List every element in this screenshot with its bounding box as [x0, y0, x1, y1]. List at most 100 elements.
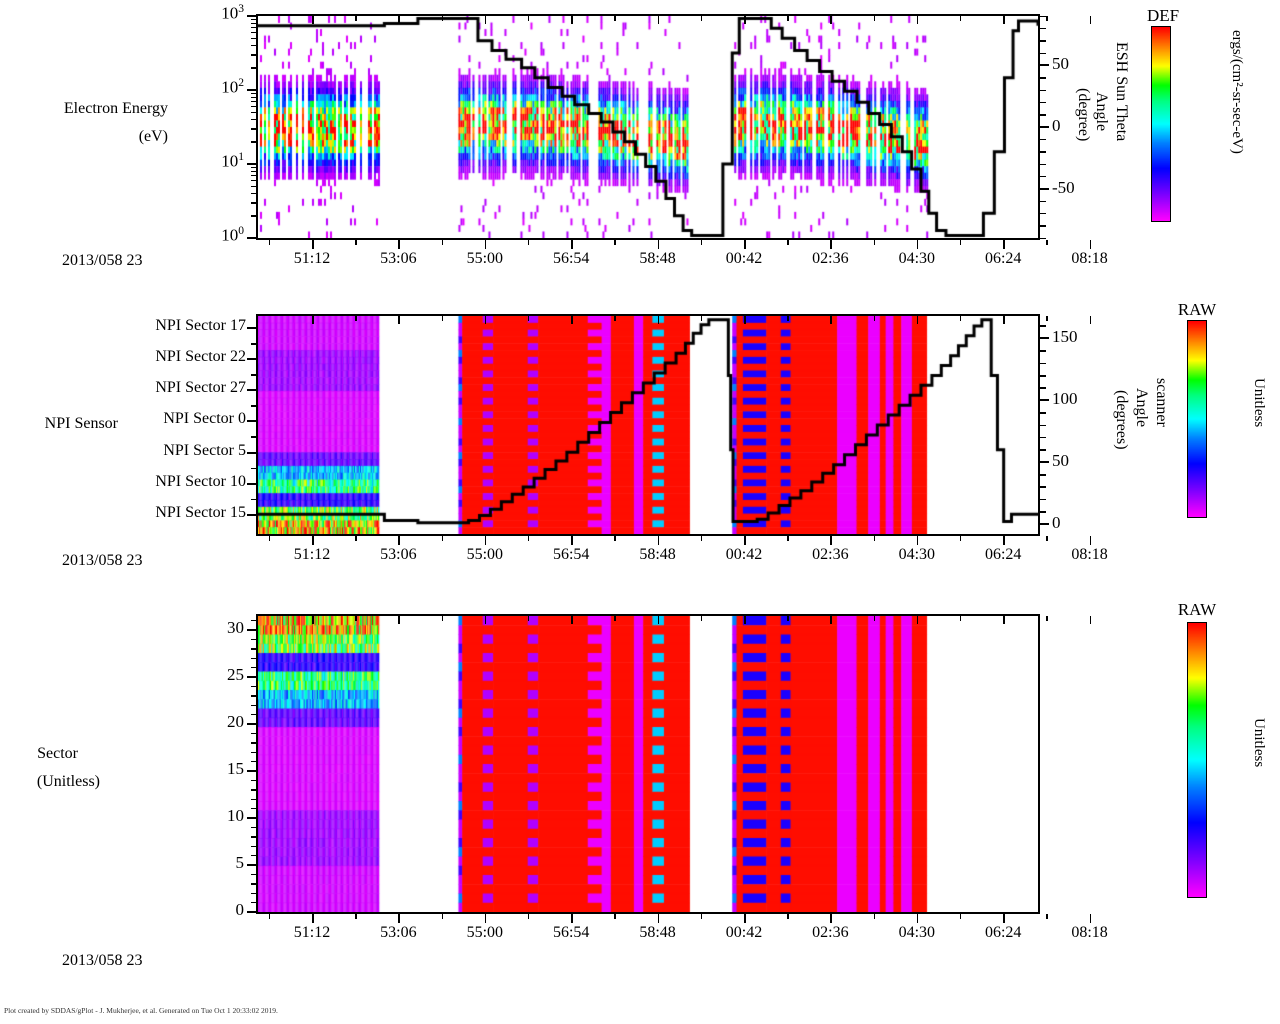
panel2-xtick-label: 58:48	[639, 546, 676, 563]
axis-tick	[1003, 914, 1005, 923]
axis-tick	[398, 240, 400, 249]
axis-tick	[251, 732, 256, 735]
axis-tick	[571, 616, 573, 624]
axis-tick	[312, 536, 314, 545]
axis-tick	[1046, 536, 1048, 541]
panel2-ytick-label: NPI Sector 5	[163, 441, 246, 459]
axis-tick	[1040, 187, 1049, 190]
axis-tick	[251, 111, 256, 114]
axis-tick	[312, 616, 314, 624]
axis-tick	[528, 914, 530, 919]
panel3-xtick-label: 51:12	[293, 924, 331, 941]
axis-tick	[1040, 237, 1046, 240]
figure-footer: Plot created by SDDAS/gPlot - J. Mukherj…	[4, 1006, 278, 1015]
axis-tick	[1040, 151, 1046, 153]
axis-tick	[787, 616, 789, 621]
panel1-right-axis-title-1: ESH Sun Theta	[1113, 42, 1130, 142]
panel1-ytick-label: 101	[221, 150, 244, 171]
axis-tick	[1040, 163, 1046, 166]
panel1-xtick-label: 56:54	[552, 250, 590, 267]
axis-tick	[251, 92, 256, 95]
axis-tick	[1040, 64, 1049, 67]
panel2-right-ytick-label: 50	[1052, 451, 1069, 471]
axis-tick	[251, 845, 256, 848]
axis-tick	[247, 326, 256, 329]
axis-tick	[657, 536, 660, 545]
axis-tick	[247, 482, 256, 485]
panel2-right-ytick-label: 100	[1052, 389, 1078, 409]
axis-tick	[700, 616, 703, 621]
axis-tick	[441, 240, 443, 245]
axis-tick	[251, 751, 256, 754]
panel1-colorbar-unit: ergs/(cm²-sr-sec-eV)	[1228, 30, 1245, 154]
axis-tick	[916, 616, 919, 624]
axis-tick	[441, 16, 443, 21]
axis-tick	[484, 16, 487, 24]
panel1-ylabel-line1: Electron Energy	[63, 100, 168, 117]
axis-tick	[247, 420, 256, 423]
axis-tick	[873, 616, 875, 621]
axis-tick	[960, 616, 962, 621]
axis-tick	[1040, 200, 1046, 203]
axis-tick	[614, 914, 616, 919]
panel1-xtick-label: 53:06	[380, 250, 417, 267]
axis-tick	[251, 179, 256, 182]
axis-tick	[247, 629, 256, 632]
axis-tick	[1040, 399, 1049, 402]
axis-tick	[1040, 138, 1046, 141]
panel1-xtick-label: 02:36	[812, 250, 849, 267]
axis-tick	[484, 240, 487, 249]
axis-tick	[247, 676, 256, 679]
axis-tick	[251, 761, 256, 763]
panel3-date-label: 2013/058 23	[62, 952, 143, 969]
axis-tick	[1040, 89, 1046, 92]
axis-tick	[916, 16, 919, 24]
panel2-right-axis-title-3: (degrees)	[1113, 390, 1130, 450]
axis-tick	[251, 374, 256, 376]
panel2-heatmap-canvas	[258, 316, 1038, 534]
panel2-colorbar-title: RAW	[1177, 300, 1217, 319]
axis-tick	[873, 536, 875, 541]
axis-tick	[614, 536, 616, 541]
axis-tick	[268, 240, 271, 245]
panel1-colorbar-gradient	[1152, 27, 1170, 221]
axis-tick	[614, 16, 616, 21]
axis-tick	[251, 498, 256, 501]
panel2-right-ytick-label: 0	[1052, 513, 1061, 533]
axis-tick	[873, 914, 875, 919]
axis-tick	[247, 89, 256, 91]
axis-tick	[700, 240, 703, 245]
panel2-colorbar	[1187, 320, 1207, 518]
axis-tick	[247, 911, 256, 913]
axis-tick	[441, 616, 443, 621]
panel3-ylabel-line2: (Unitless)	[36, 773, 100, 790]
axis-tick	[528, 616, 530, 621]
axis-tick	[355, 16, 357, 21]
axis-tick	[251, 667, 256, 669]
axis-tick	[1089, 16, 1092, 24]
axis-tick	[916, 240, 919, 249]
axis-tick	[1040, 374, 1046, 377]
axis-tick	[251, 343, 256, 345]
panel1-ytick-label: 102	[221, 76, 244, 97]
panel1-xtick-label: 00:42	[725, 250, 763, 267]
axis-tick	[251, 704, 256, 707]
axis-tick	[1089, 616, 1092, 624]
axis-tick	[251, 467, 256, 470]
axis-tick	[251, 620, 256, 622]
panel2-plot-frame	[256, 314, 1040, 536]
axis-tick	[1046, 914, 1048, 919]
panel3-ytick-label: 10	[227, 806, 244, 826]
panel2-ytick-label: NPI Sector 10	[155, 472, 246, 490]
axis-tick	[1040, 362, 1046, 365]
axis-tick	[1003, 536, 1005, 545]
axis-tick	[571, 316, 573, 324]
axis-tick	[251, 648, 256, 650]
axis-tick	[251, 855, 256, 857]
panel3-colorbar-gradient	[1188, 623, 1206, 897]
panel2-xtick-label: 51:12	[293, 546, 331, 563]
axis-tick	[1040, 523, 1049, 526]
axis-tick	[1040, 436, 1046, 439]
axis-tick	[251, 789, 256, 791]
panel3-ytick-label: 15	[227, 759, 244, 779]
